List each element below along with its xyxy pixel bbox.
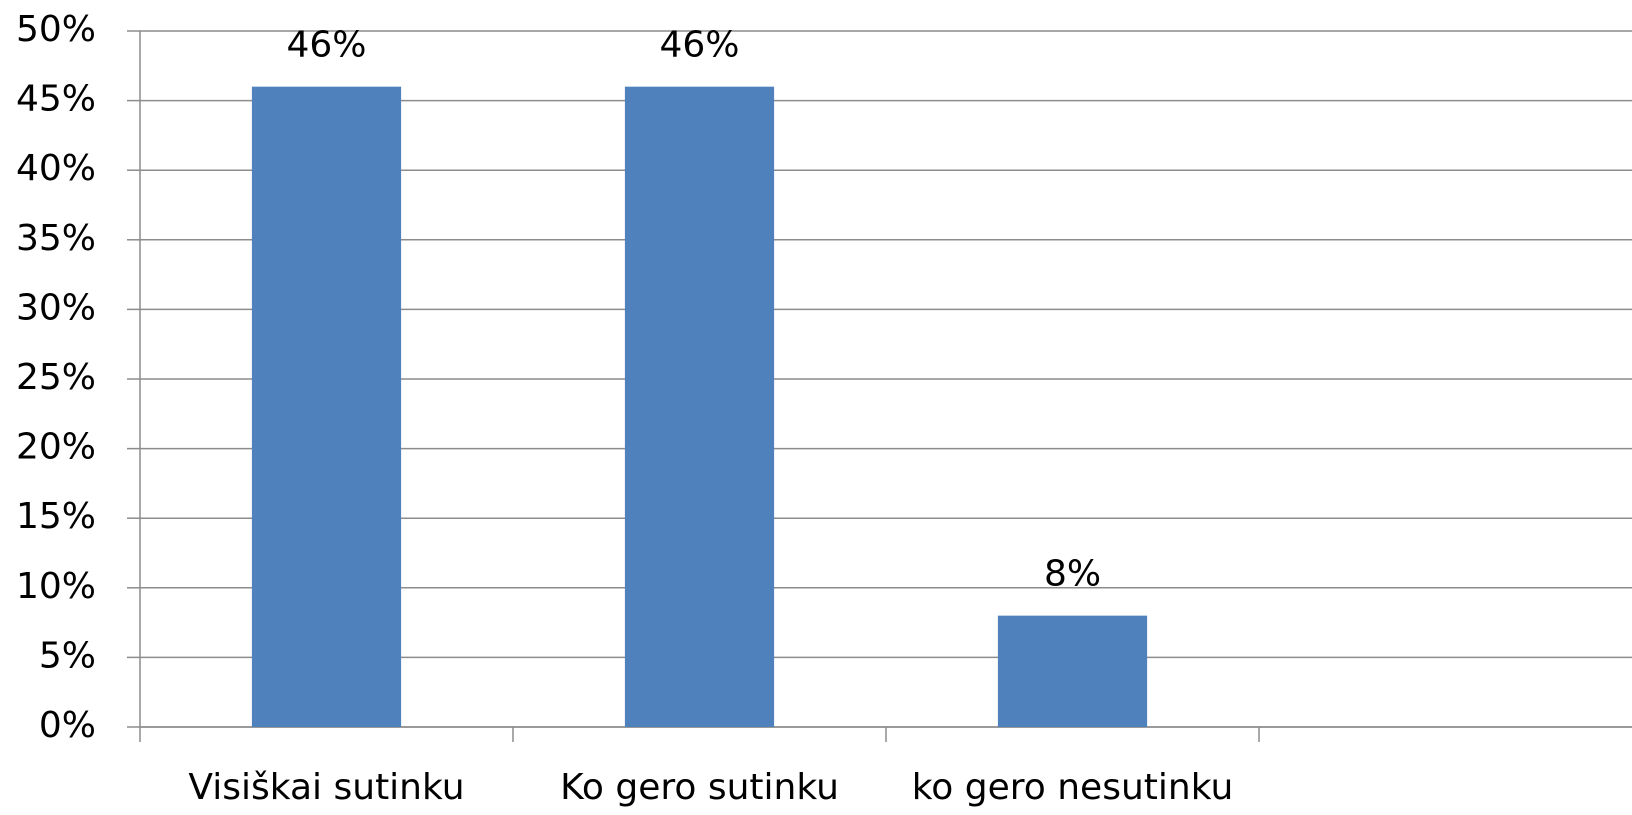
- y-tick-label: 30%: [16, 287, 96, 328]
- y-tick-label: 10%: [16, 566, 96, 607]
- data-label: 46%: [286, 25, 366, 66]
- bar: [624, 86, 775, 728]
- x-tick-label: ko gero nesutinku: [912, 767, 1234, 808]
- bar: [251, 86, 402, 728]
- y-tick-label: 5%: [39, 635, 96, 676]
- y-tick-label: 40%: [16, 148, 96, 189]
- data-label: 8%: [1044, 554, 1101, 595]
- x-tick-label: Visiškai sutinku: [188, 767, 464, 808]
- y-tick-label: 15%: [16, 496, 96, 537]
- y-tick-label: 25%: [16, 357, 96, 398]
- bar: [997, 615, 1148, 727]
- y-tick-label: 20%: [16, 427, 96, 468]
- data-label: 46%: [659, 25, 739, 66]
- y-tick-label: 50%: [16, 9, 96, 50]
- y-tick-label: 0%: [39, 705, 96, 746]
- y-tick-label: 45%: [16, 79, 96, 120]
- x-tick-label: Ko gero sutinku: [560, 767, 839, 808]
- y-tick-label: 35%: [16, 218, 96, 259]
